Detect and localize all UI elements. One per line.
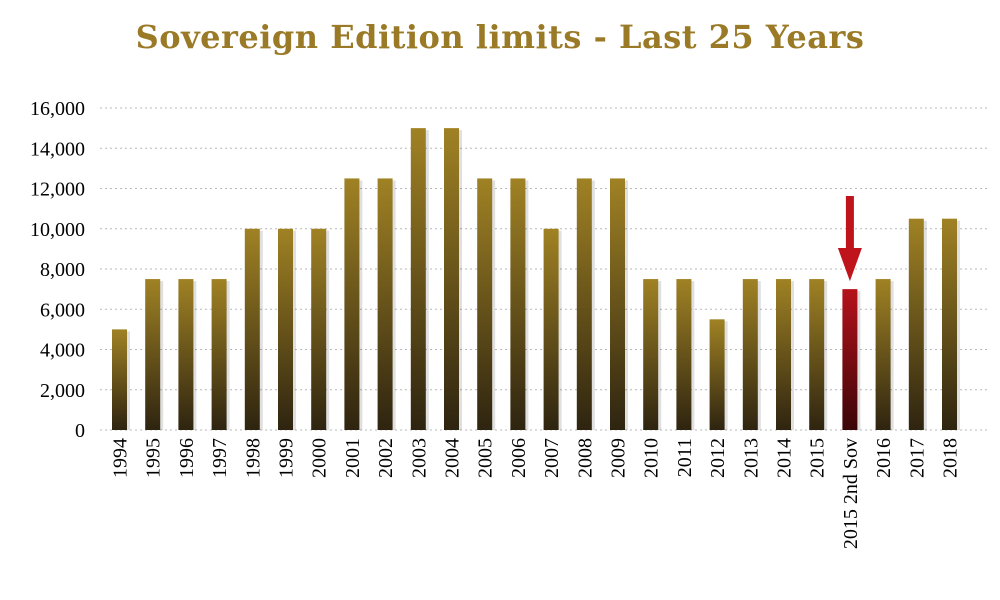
- x-category-label: 1999: [276, 438, 298, 478]
- bar: [278, 228, 293, 430]
- bar: [510, 178, 526, 430]
- x-category-label: 1995: [143, 438, 165, 478]
- bar: [942, 218, 957, 430]
- x-category-label: 2015: [807, 438, 829, 478]
- bar: [178, 279, 194, 430]
- bar: [809, 279, 825, 430]
- bar: [742, 279, 758, 430]
- bar: [444, 128, 459, 430]
- x-axis-category-labels: 1994 1995 1996 1997 1998 1999 2000 2001 2002 2003…: [110, 438, 962, 549]
- y-tick-label: 4,000: [40, 340, 85, 362]
- bar: [344, 178, 360, 430]
- x-category-label: 2008: [574, 438, 596, 478]
- bar: [145, 279, 161, 430]
- y-tick-label: 14,000: [30, 138, 85, 160]
- y-tick-label: 8,000: [40, 259, 85, 281]
- y-axis-tick-labels: 0 2,000 4,000 6,000 8,000 10,000 12,000 14,000 1…: [30, 98, 85, 442]
- x-category-label: 2001: [342, 438, 364, 478]
- x-category-label: 2005: [475, 438, 497, 478]
- x-category-label: 2013: [740, 438, 762, 478]
- x-category-label: 2012: [707, 438, 729, 478]
- bar: [776, 279, 791, 430]
- y-tick-label: 12,000: [30, 179, 85, 201]
- bar: [112, 329, 127, 430]
- bar-highlighted: [842, 289, 858, 430]
- y-tick-label: 10,000: [30, 219, 85, 241]
- bar: [576, 178, 592, 430]
- x-category-label: 2007: [541, 438, 563, 478]
- bar: [244, 228, 260, 430]
- x-category-label: 2003: [408, 438, 430, 478]
- bar: [610, 178, 625, 430]
- bar: [643, 279, 659, 430]
- x-category-label: 2002: [375, 438, 397, 478]
- x-category-label: 2010: [641, 438, 663, 478]
- y-tick-label: 6,000: [40, 299, 85, 321]
- x-category-label: 2016: [873, 438, 895, 478]
- x-category-label: 1998: [242, 438, 264, 478]
- x-category-label: 2011: [674, 438, 696, 477]
- x-category-label: 1997: [209, 438, 231, 478]
- x-category-label: 2018: [940, 438, 962, 478]
- arrow-head: [837, 248, 862, 282]
- x-category-label: 1994: [110, 438, 132, 478]
- bar: [410, 128, 426, 430]
- bar: [543, 228, 559, 430]
- chart-title: Sovereign Edition limits - Last 25 Years: [135, 18, 865, 56]
- y-tick-label: 0: [75, 420, 85, 442]
- bar: [676, 279, 692, 430]
- bar: [709, 319, 725, 430]
- x-category-label: 2015 2nd Sov: [840, 438, 862, 549]
- arrow-shaft: [845, 196, 854, 250]
- y-tick-label: 16,000: [30, 98, 85, 120]
- bar: [875, 279, 891, 430]
- x-category-label: 2009: [608, 438, 630, 478]
- x-category-label: 2006: [508, 438, 530, 478]
- x-category-label: 1996: [176, 438, 198, 478]
- x-category-label: 2017: [906, 438, 928, 478]
- bar: [908, 218, 924, 430]
- x-category-label: 2000: [309, 438, 331, 478]
- bar: [211, 279, 227, 430]
- bar: [477, 178, 493, 430]
- x-category-label: 2014: [774, 438, 796, 478]
- bars: [112, 128, 960, 430]
- bar: [377, 178, 393, 430]
- bar: [311, 228, 327, 430]
- annotation: [837, 196, 862, 282]
- x-category-label: 2004: [442, 438, 464, 478]
- y-tick-label: 2,000: [40, 380, 85, 402]
